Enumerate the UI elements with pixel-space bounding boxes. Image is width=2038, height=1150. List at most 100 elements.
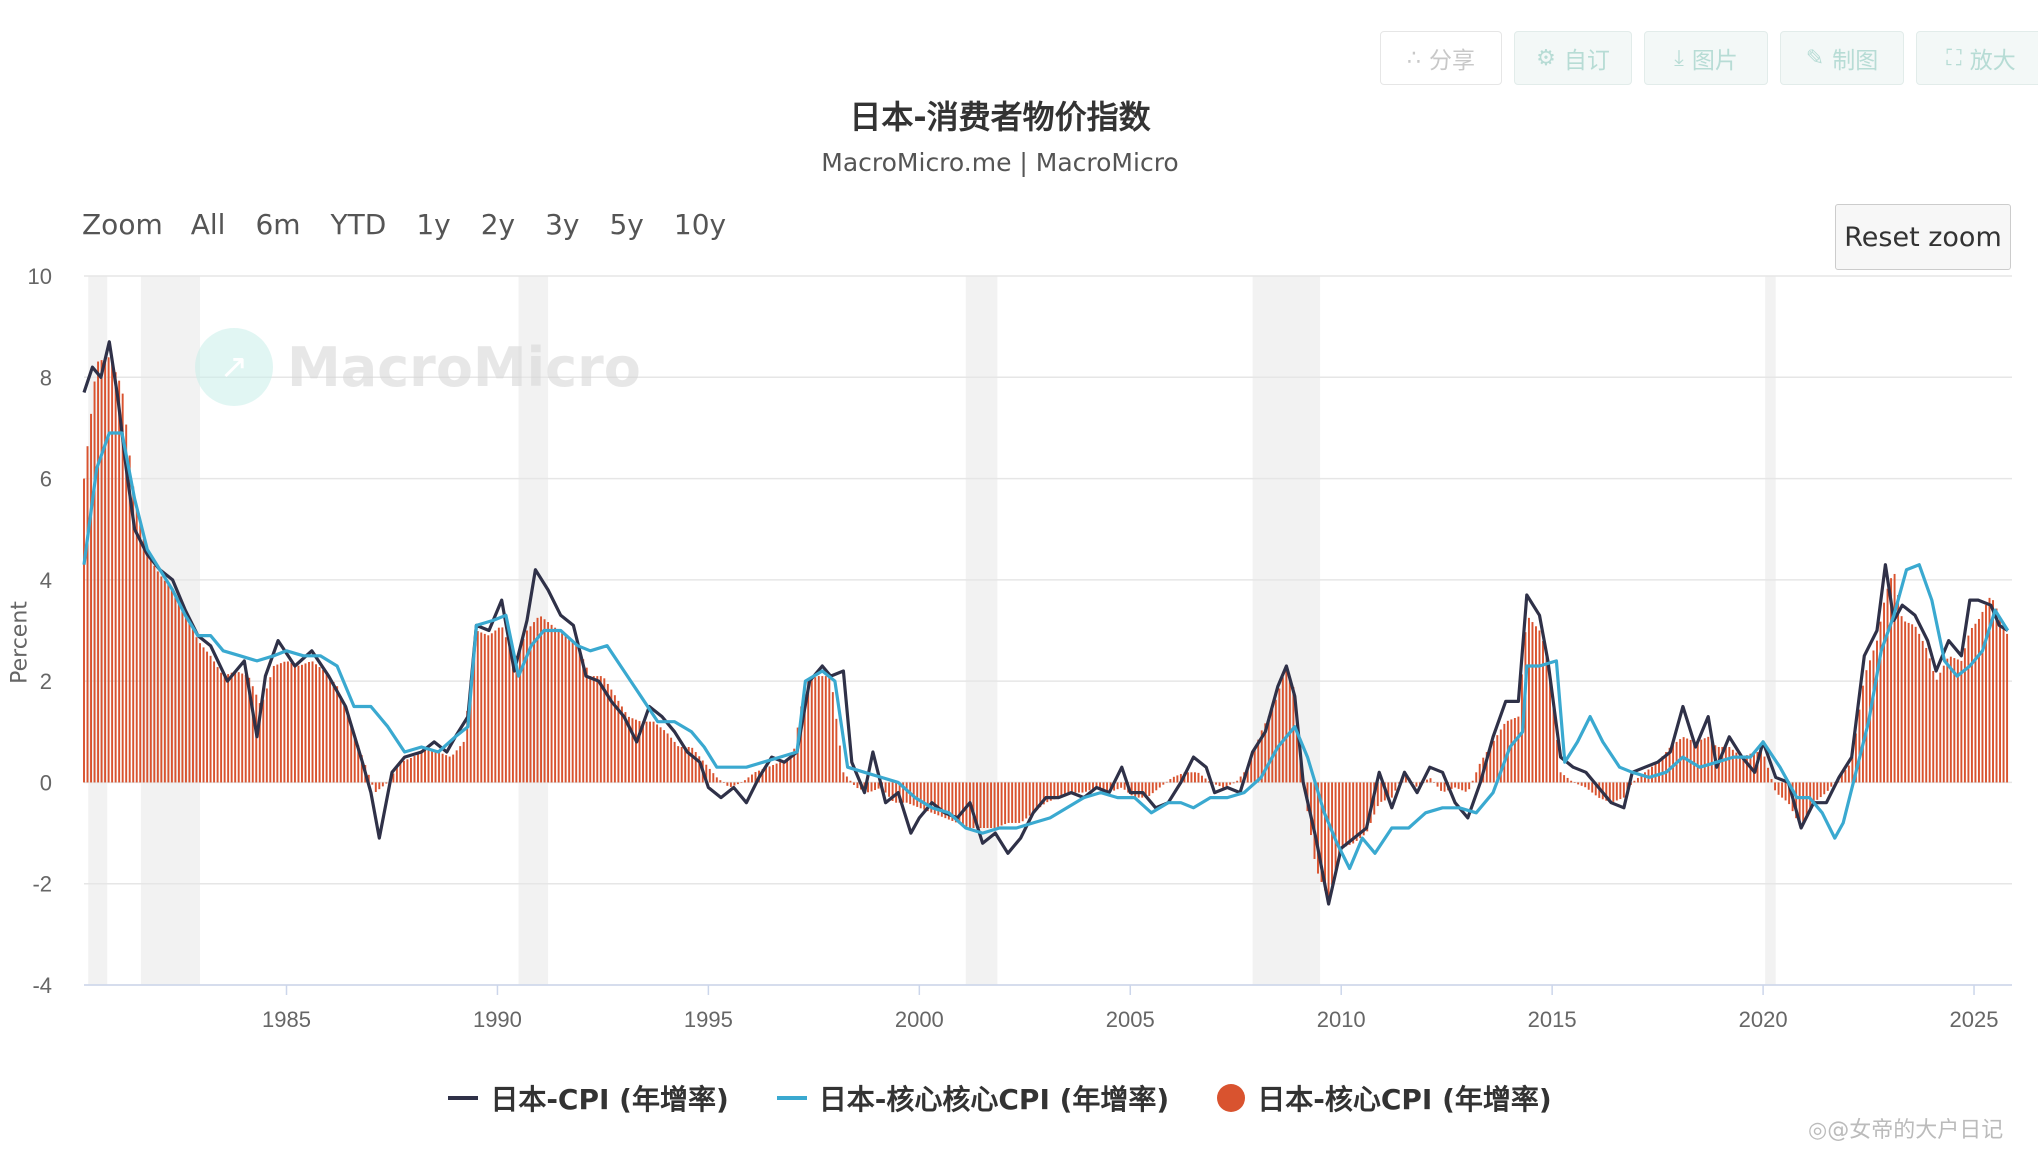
legend-item-core-core-cpi[interactable]: 日本-核心核心CPI (年增率) — [776, 1078, 1169, 1118]
range-button-5y[interactable]: 5y — [609, 208, 644, 241]
core-cpi-bar — [1580, 782, 1583, 786]
core-cpi-bar — [796, 727, 799, 783]
core-cpi-bar — [1095, 782, 1098, 788]
core-cpi-bar — [1397, 782, 1400, 784]
range-button-2y[interactable]: 2y — [480, 208, 516, 241]
core-cpi-bar — [1826, 782, 1829, 791]
legend-core-dot-icon — [1217, 1084, 1246, 1112]
core-cpi-bar — [743, 780, 746, 783]
share-icon: ∴ — [1407, 45, 1421, 71]
core-cpi-bar — [1433, 782, 1435, 783]
core-cpi-bar — [919, 782, 922, 809]
core-cpi-bar — [944, 782, 947, 819]
reset-zoom-button[interactable]: Reset zoom — [1835, 204, 2011, 270]
core-cpi-bar — [209, 655, 212, 783]
core-cpi-bar — [279, 663, 282, 783]
core-cpi-bar — [1956, 659, 1959, 783]
legend-item-cpi[interactable]: 日本-CPI (年增率) — [448, 1078, 729, 1118]
core-cpi-bar — [627, 716, 630, 783]
core-cpi-bar — [1215, 782, 1218, 785]
range-button-all[interactable]: All — [190, 208, 226, 241]
core-cpi-bar — [244, 674, 247, 783]
share-button[interactable]: ∴ 分享 — [1380, 31, 1502, 85]
core-cpi-bar — [132, 486, 135, 783]
core-cpi-bar — [824, 676, 827, 783]
core-cpi-bar — [1246, 768, 1249, 783]
core-cpi-bar — [677, 746, 680, 783]
core-cpi-bar — [768, 766, 771, 783]
core-cpi-bar — [1735, 752, 1738, 783]
download-image-button[interactable]: ⤓ 图片 — [1644, 31, 1768, 85]
core-cpi-bar — [1552, 707, 1555, 783]
core-cpi-bar — [420, 750, 423, 783]
core-cpi-bar — [1777, 782, 1780, 795]
core-cpi-bar — [810, 678, 813, 783]
core-cpi-bar — [1665, 752, 1668, 783]
core-cpi-bar — [645, 721, 648, 783]
core-cpi-bar — [1795, 782, 1798, 819]
core-cpi-bar — [431, 749, 434, 783]
core-cpi-bar — [617, 700, 620, 783]
core-cpi-bar — [1911, 624, 1914, 783]
core-cpi-bar — [508, 647, 511, 783]
core-cpi-bar — [575, 644, 578, 783]
core-cpi-bar — [680, 746, 683, 783]
core-cpi-bar — [729, 782, 732, 787]
core-cpi-bar — [1566, 777, 1569, 783]
range-button-ytd[interactable]: YTD — [330, 208, 387, 241]
core-cpi-bar — [687, 746, 690, 783]
core-cpi-bar — [951, 782, 954, 821]
core-cpi-bar — [1854, 733, 1857, 783]
x-tick-label: 1985 — [262, 1007, 311, 1032]
core-cpi-bar — [1345, 782, 1348, 847]
core-cpi-bar — [149, 560, 152, 783]
core-cpi-bar — [1021, 782, 1024, 822]
enlarge-button[interactable]: ⛶ 放大 — [1916, 31, 2038, 85]
core-cpi-bar — [237, 672, 240, 783]
core-cpi-bar — [536, 617, 539, 783]
core-cpi-bar — [613, 695, 616, 783]
core-cpi-bar — [1812, 782, 1815, 803]
cpi-line — [82, 340, 2009, 906]
core-cpi-bar — [529, 626, 532, 783]
x-tick-label: 2000 — [895, 1007, 944, 1032]
core-cpi-bar — [807, 680, 810, 783]
core-cpi-bar — [1939, 672, 1942, 783]
core-cpi-bar — [227, 674, 230, 783]
core-cpi-bar — [455, 750, 458, 783]
core-cpi-bar — [258, 703, 261, 783]
core-cpi-bar — [1253, 749, 1256, 783]
range-button-10y[interactable]: 10y — [673, 208, 727, 241]
core-cpi-bar — [1970, 627, 1973, 783]
core-cpi-bar — [1229, 782, 1232, 785]
core-cpi-bar — [466, 710, 469, 783]
core-cpi-bar — [736, 782, 739, 785]
core-cpi-bar — [708, 768, 711, 783]
core-cpi-bar — [251, 686, 254, 783]
core-cpi-bar — [1963, 648, 1966, 783]
range-button-1y[interactable]: 1y — [416, 208, 451, 241]
core-cpi-bar — [1570, 780, 1573, 783]
core-cpi-bar — [128, 455, 131, 783]
customize-button[interactable]: ⚙ 自订 — [1514, 31, 1632, 85]
core-cpi-bar — [1288, 676, 1291, 783]
core-cpi-bar — [979, 782, 982, 829]
core-cpi-bar — [867, 782, 869, 793]
core-cpi-bar — [1556, 739, 1559, 783]
core-cpi-bar — [441, 753, 444, 783]
draw-button[interactable]: ✎ 制图 — [1780, 31, 1904, 85]
core-cpi-bar — [104, 358, 107, 783]
core-cpi-bar — [673, 741, 676, 783]
core-cpi-bar — [1264, 723, 1267, 783]
range-button-3y[interactable]: 3y — [545, 208, 580, 241]
core-cpi-bar — [118, 380, 121, 783]
core-cpi-bar — [1074, 782, 1077, 793]
legend-item-core-cpi[interactable]: 日本-核心CPI (年增率) — [1217, 1078, 1552, 1118]
chart-title: 日本-消费者物价指数 — [849, 98, 1151, 136]
core-cpi-bar — [1267, 716, 1270, 783]
core-cpi-bar — [1549, 675, 1552, 783]
core-cpi-bar — [1053, 782, 1056, 800]
range-button-6m[interactable]: 6m — [255, 208, 301, 241]
core-cpi-bar — [1257, 739, 1260, 783]
core-cpi-bar — [469, 680, 472, 783]
